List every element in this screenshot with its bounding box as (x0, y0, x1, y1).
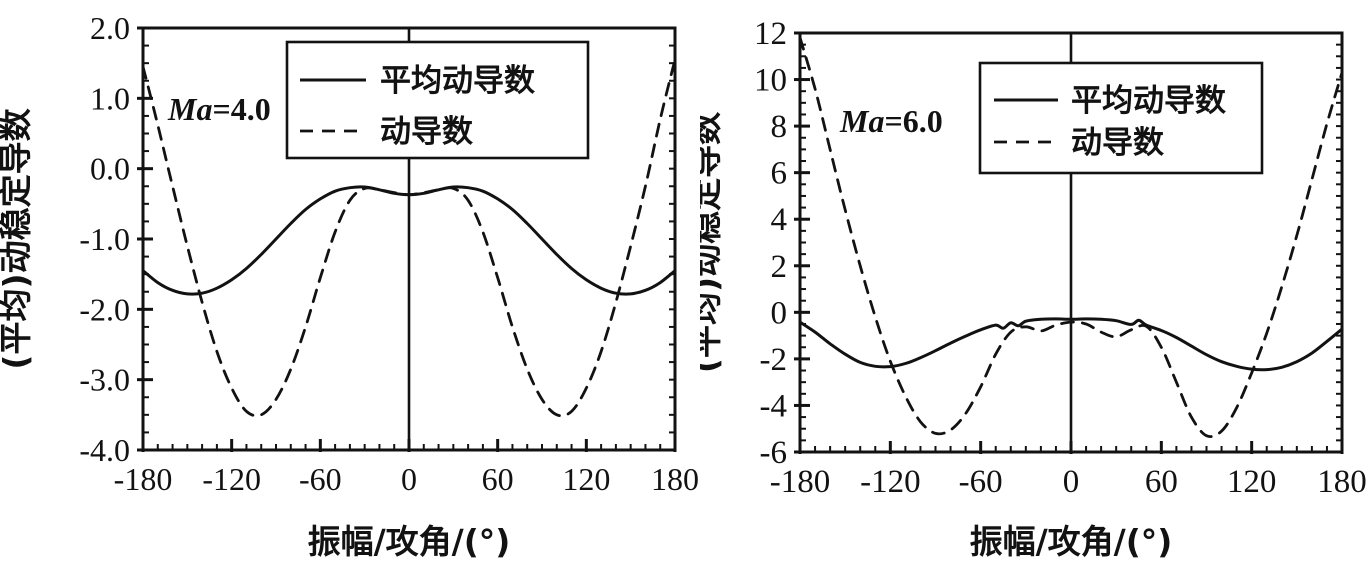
legend-label: 平均动导数 (1071, 83, 1226, 119)
x-axis-tick-label: 120 (1227, 464, 1277, 500)
x-axis-title: 振幅/攻角/(°) (970, 522, 1173, 561)
y-axis-tick-label: 2 (771, 249, 788, 285)
y-axis-tick-label: 2.0 (90, 10, 130, 46)
x-axis-tick-label: 60 (482, 461, 514, 497)
x-axis-title: 振幅/攻角/(°) (308, 522, 511, 561)
y-axis-tick-label: -2 (760, 342, 788, 378)
legend-box (978, 61, 1264, 175)
x-axis-tick-label: -60 (299, 461, 342, 497)
y-axis-tick-label: -4 (760, 388, 788, 424)
y-axis-tick-label: 8 (771, 109, 788, 145)
y-axis-tick-label: 0 (771, 295, 788, 331)
mach-annotation: Ma=4.0 (167, 91, 271, 127)
y-axis-tick-label: 4 (771, 202, 788, 238)
x-axis-tick-label: 0 (401, 461, 417, 497)
x-axis-tick-label: -120 (860, 464, 921, 500)
y-axis-tick-label: 0.0 (90, 151, 130, 187)
y-axis-tick-label: -4.0 (79, 432, 130, 468)
y-axis-tick-label: -3.0 (79, 362, 130, 398)
chart-panel-ma4: -180 -120 -60 0 60 120 180 2.0 1.0 0.0 -1.0 -2.0 -3.… (0, 10, 699, 561)
y-axis-tick-label: -1.0 (79, 221, 130, 257)
x-axis-tick-label: 180 (651, 461, 699, 497)
series-line-dashed (141, 58, 677, 418)
y-axis-title: (平均)动稳定导数 (700, 111, 725, 373)
x-axis-tick-label: -60 (959, 464, 1003, 500)
x-axis-tick-label: 0 (1063, 464, 1080, 500)
x-axis-tick-label: -120 (202, 461, 261, 497)
mach-annotation: Ma=6.0 (839, 103, 943, 139)
legend-label: 平均动导数 (380, 63, 535, 99)
x-axis-tick-label: -180 (114, 461, 173, 497)
x-axis-tick-label: 120 (562, 461, 610, 497)
y-axis-tick-label: 6 (771, 156, 788, 192)
x-axis-tick-label: -180 (770, 464, 831, 500)
y-axis-tick-label: -6 (760, 435, 788, 471)
x-axis-tick-label: 180 (1317, 464, 1367, 500)
y-axis-tick-label: 12 (754, 16, 787, 52)
legend-label: 动导数 (380, 114, 473, 150)
y-axis-tick-label: 1.0 (90, 80, 130, 116)
y-axis-title: (平均)动稳定导数 (0, 107, 35, 369)
chart-panel-ma6: -180 -120 -60 0 60 120 180 12 10 8 6 4 2 0 -2 -4 -6 平均动导数… (700, 16, 1367, 561)
y-axis-tick-label: -2.0 (79, 291, 130, 327)
series-line-solid (798, 317, 1344, 372)
x-axis-tick-label: 60 (1145, 464, 1178, 500)
series-line-dashed (798, 36, 1344, 438)
y-axis-tick-label: 10 (754, 63, 787, 99)
legend-label: 动导数 (1071, 125, 1164, 161)
legend-box (285, 40, 590, 160)
